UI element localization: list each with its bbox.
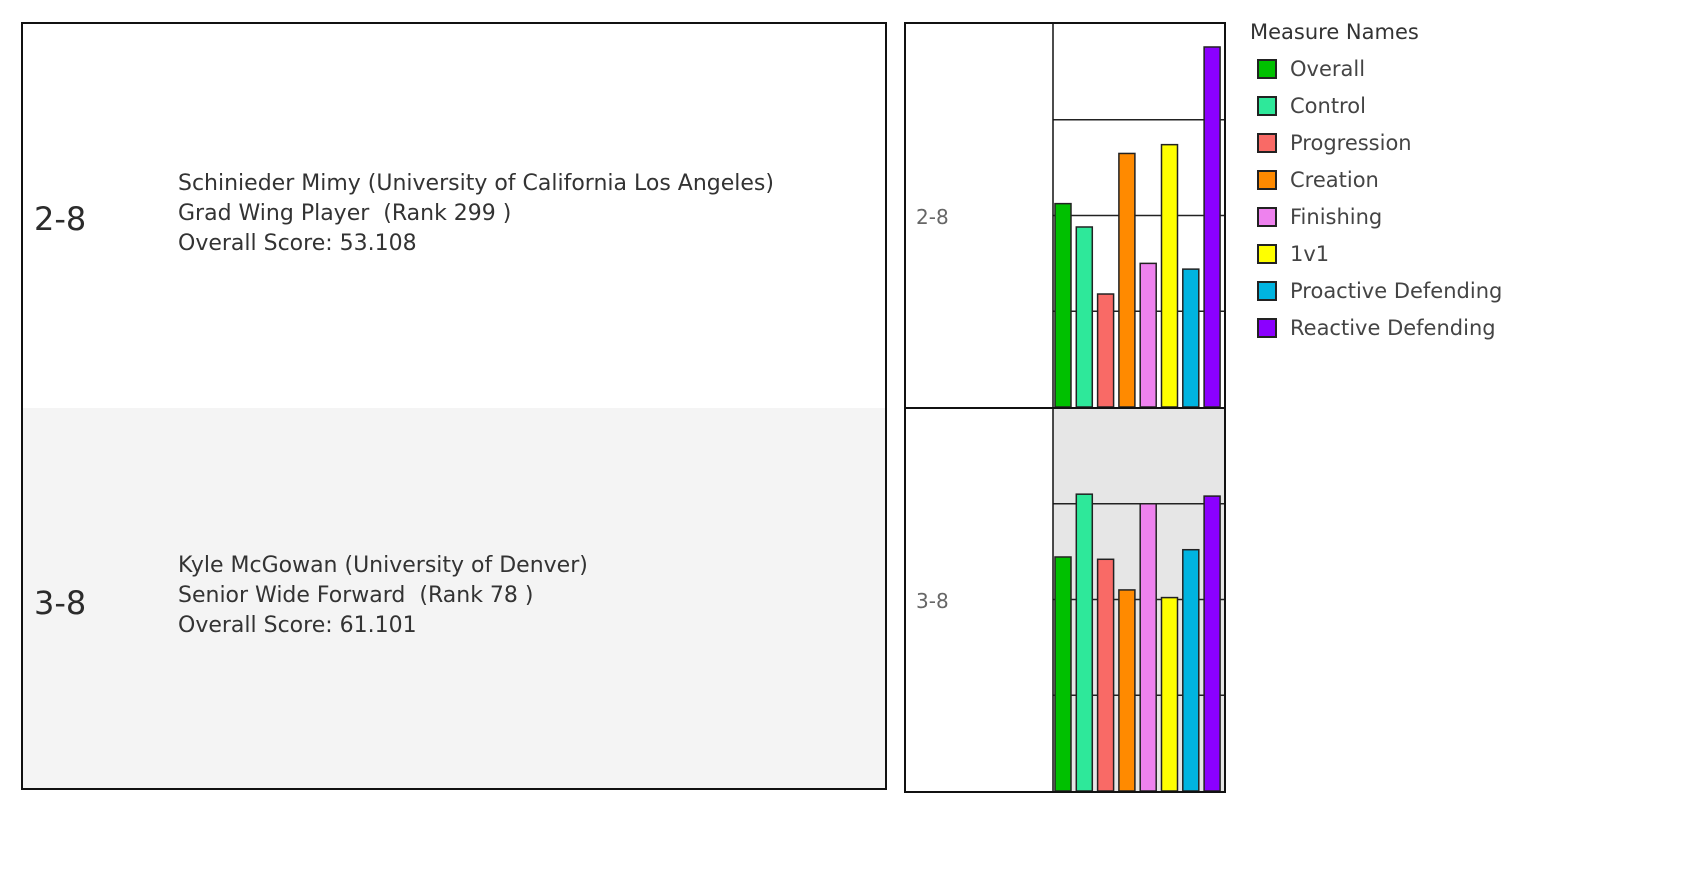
- bar-overall: [1054, 202, 1072, 408]
- bar-control: [1075, 226, 1094, 408]
- legend-label: Finishing: [1290, 204, 1383, 229]
- bar-finishing: [1139, 262, 1157, 408]
- bar-control: [1075, 493, 1094, 791]
- bar-reactive-defending: [1203, 46, 1221, 408]
- bar-chart: [906, 24, 1224, 791]
- player-name-line: Schinieder Mimy (University of Californi…: [178, 171, 774, 196]
- player-role-line: Grad Wing Player (Rank 299 ): [178, 201, 512, 226]
- player-role-line: Senior Wide Forward (Rank 78 ): [178, 583, 534, 608]
- bar-progression: [1096, 293, 1115, 408]
- legend-item[interactable]: 1v1: [1250, 235, 1502, 272]
- player-info: Schinieder Mimy (University of Californi…: [178, 169, 774, 259]
- legend-item[interactable]: Reactive Defending: [1250, 309, 1502, 346]
- legend-swatch: [1257, 132, 1277, 153]
- legend-item[interactable]: Finishing: [1250, 198, 1502, 235]
- bar-creation: [1118, 589, 1136, 791]
- player-row: 3-8 Kyle McGowan (University of Denver) …: [23, 408, 885, 788]
- legend-swatch: [1257, 58, 1277, 79]
- bar-creation: [1118, 152, 1136, 408]
- bar-proactive-defending: [1182, 268, 1200, 408]
- legend-items: Overall Control Progression Creation Finishi…: [1250, 50, 1502, 346]
- bar-progression: [1096, 558, 1115, 791]
- legend-swatch: [1257, 280, 1277, 301]
- legend-swatch: [1257, 317, 1277, 338]
- player-score-line: Overall Score: 53.108: [178, 231, 417, 256]
- player-name-line: Kyle McGowan (University of Denver): [178, 553, 588, 578]
- legend-swatch: [1257, 206, 1277, 227]
- legend-label: 1v1: [1290, 241, 1330, 266]
- legend-item[interactable]: Creation: [1250, 161, 1502, 198]
- bar-1v1: [1160, 596, 1179, 791]
- bar-1v1: [1160, 143, 1179, 408]
- legend-label: Progression: [1290, 130, 1412, 155]
- player-table: 2-8 Schinieder Mimy (University of Calif…: [21, 22, 887, 790]
- legend-label: Proactive Defending: [1290, 278, 1503, 303]
- bar-overall: [1054, 556, 1072, 791]
- legend-item[interactable]: Overall: [1250, 50, 1502, 87]
- bar-chart-panel: 2-8 3-8: [904, 22, 1226, 793]
- legend-label: Overall: [1290, 56, 1366, 81]
- legend-swatch: [1257, 169, 1277, 190]
- legend-label: Control: [1290, 93, 1366, 118]
- legend-label: Creation: [1290, 167, 1379, 192]
- player-score-line: Overall Score: 61.101: [178, 613, 417, 638]
- row-label: 2-8: [34, 200, 87, 238]
- player-info: Kyle McGowan (University of Denver) Seni…: [178, 551, 588, 641]
- legend-item[interactable]: Control: [1250, 87, 1502, 124]
- legend-label: Reactive Defending: [1290, 315, 1496, 340]
- bar-finishing: [1139, 503, 1157, 791]
- legend: Measure Names Overall Control Progression C…: [1250, 20, 1502, 346]
- legend-swatch: [1257, 95, 1277, 116]
- pane-label: 3-8: [916, 589, 949, 613]
- legend-item[interactable]: Proactive Defending: [1250, 272, 1502, 309]
- legend-title: Measure Names: [1250, 20, 1419, 44]
- bar-reactive-defending: [1203, 495, 1221, 791]
- pane-label: 2-8: [916, 205, 949, 229]
- bar-proactive-defending: [1182, 548, 1200, 791]
- player-row: 2-8 Schinieder Mimy (University of Calif…: [23, 24, 885, 408]
- legend-swatch: [1257, 243, 1277, 264]
- legend-item[interactable]: Progression: [1250, 124, 1502, 161]
- row-label: 3-8: [34, 584, 87, 622]
